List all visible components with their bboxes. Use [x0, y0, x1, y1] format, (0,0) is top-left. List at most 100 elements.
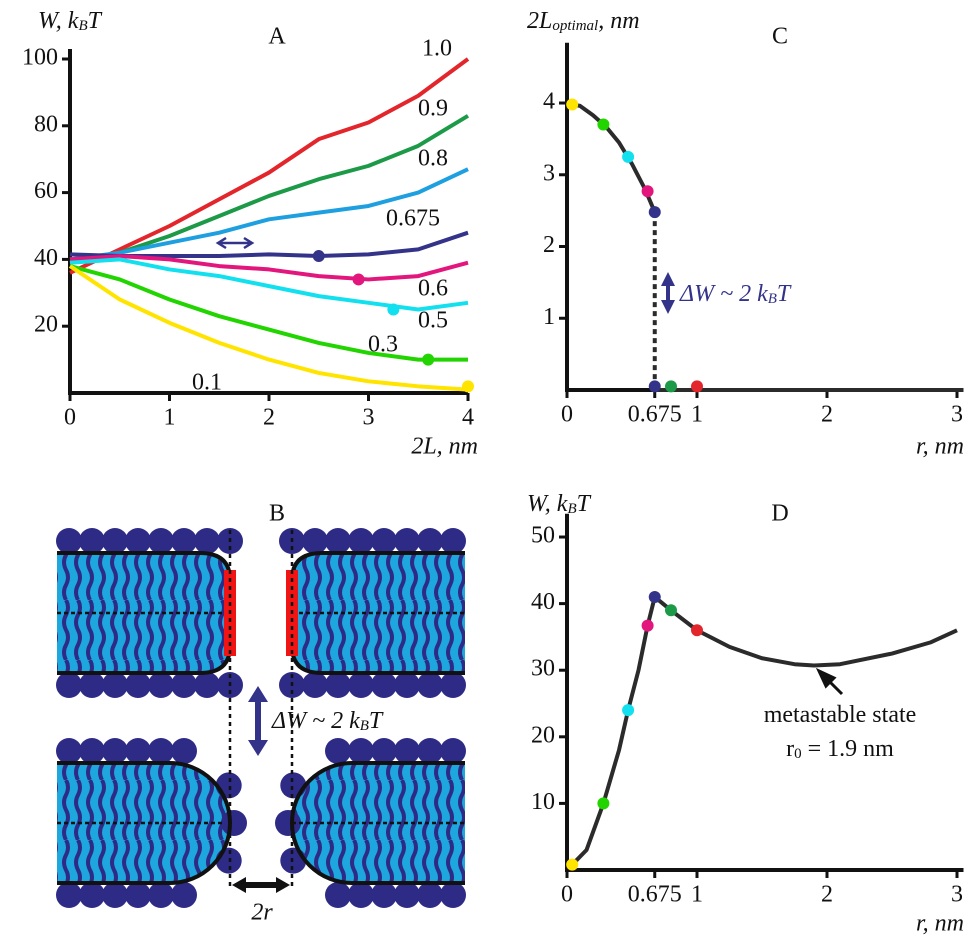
head-group: [394, 738, 420, 764]
head-group: [148, 738, 174, 764]
x-tick-label: 2: [821, 882, 833, 908]
y-tick-label: 3: [543, 160, 555, 186]
state-point: [622, 704, 635, 717]
x-tick-label: 0: [64, 405, 76, 431]
gap-arrow: [232, 877, 290, 893]
head-group: [79, 528, 105, 554]
series-label: 0.675: [386, 206, 440, 232]
state-point: [665, 604, 677, 617]
y-tick-label: 40: [34, 245, 58, 271]
x-tick-label: 2: [821, 402, 833, 428]
head-group: [148, 672, 174, 698]
panel-title: C: [772, 24, 788, 50]
head-group: [394, 672, 420, 698]
x-tick-label: 1: [691, 402, 703, 428]
series-line: [69, 257, 469, 312]
head-group: [171, 672, 197, 698]
y-tick-label: 30: [531, 656, 555, 682]
state-point: [622, 150, 635, 163]
head-group: [125, 882, 151, 908]
series-label: 1.0: [422, 36, 452, 62]
minimum-marker: [312, 250, 325, 263]
y-tick-label: 10: [531, 789, 555, 815]
head-group: [194, 528, 220, 554]
head-group: [215, 847, 242, 874]
series-label: 0.1: [192, 370, 222, 396]
series-label: 0.6: [418, 276, 448, 302]
head-group: [440, 882, 466, 908]
head-group: [348, 882, 374, 908]
label-part: ΔW ~ 2 k: [679, 281, 768, 307]
head-group: [275, 810, 301, 836]
head-group: [302, 672, 328, 698]
y-tick-label: 1: [543, 304, 555, 330]
y-tick-label: 60: [34, 178, 58, 204]
head-group: [102, 528, 128, 554]
series-line: [69, 114, 470, 265]
y-tick-label: 20: [531, 722, 555, 748]
y-tick-label: 80: [34, 111, 58, 137]
label-part: metastable state: [764, 702, 917, 728]
head-group: [348, 528, 374, 554]
head-group: [102, 738, 128, 764]
head-group: [302, 528, 328, 554]
label-part: T: [369, 708, 384, 734]
minimum-marker: [462, 380, 474, 393]
head-group: [325, 672, 351, 698]
head-group: [171, 528, 197, 554]
head-group: [394, 528, 420, 554]
energy-annotation: ΔW ~ 2 kBT: [271, 708, 384, 734]
head-group: [194, 672, 220, 698]
head-group: [79, 672, 105, 698]
energy-arrow: [248, 686, 268, 756]
state-point: [566, 858, 579, 871]
head-group: [371, 882, 397, 908]
y-tick-label: 4: [543, 89, 555, 115]
state-point: [641, 185, 654, 198]
series-label: 0.5: [418, 308, 448, 334]
head-group: [417, 882, 443, 908]
series-line: [571, 102, 657, 213]
head-group: [280, 772, 307, 799]
y-tick-label: 2: [543, 232, 555, 258]
subscript: 0: [794, 746, 802, 762]
head-group: [348, 738, 374, 764]
gap-label: 2r: [251, 900, 273, 926]
head-group: [125, 672, 151, 698]
annotation-arrow: [815, 667, 844, 696]
head-group: [325, 738, 351, 764]
membrane-diagram: [56, 528, 466, 908]
head-group: [440, 672, 466, 698]
head-group: [79, 738, 105, 764]
series-line: [570, 594, 958, 867]
head-group: [371, 528, 397, 554]
series-line: [68, 264, 469, 392]
x-tick-label: 0.675: [628, 882, 682, 908]
label-part: T: [577, 491, 592, 517]
series-line: [69, 264, 468, 362]
head-group: [394, 882, 420, 908]
monolayer-surface: [57, 761, 232, 885]
energy-arrow: [661, 272, 675, 314]
y-tick-label: 40: [531, 589, 555, 615]
x-tick-label: 4: [462, 405, 474, 431]
head-group: [280, 847, 307, 874]
x-tick-label: 1: [691, 882, 703, 908]
state-point: [641, 619, 654, 632]
minimum-marker: [387, 303, 400, 316]
energy-annotation: ΔW ~ 2 kBT: [679, 281, 792, 307]
state-point: [691, 380, 703, 393]
series-line: [69, 254, 469, 282]
state-point: [648, 206, 661, 219]
x-tick-label: 0: [561, 882, 573, 908]
head-group: [125, 738, 151, 764]
series-line: [69, 57, 470, 275]
head-group: [440, 738, 466, 764]
head-group: [215, 772, 242, 799]
annotation: r0 = 1.9 nm: [786, 736, 894, 762]
head-group: [102, 882, 128, 908]
x-axis-label: r, nm: [916, 434, 964, 460]
head-group: [79, 882, 105, 908]
head-group: [371, 738, 397, 764]
